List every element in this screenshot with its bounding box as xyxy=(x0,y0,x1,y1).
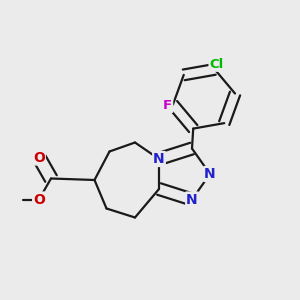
Text: N: N xyxy=(153,152,165,166)
Text: N: N xyxy=(204,167,216,181)
Text: O: O xyxy=(33,193,45,206)
Text: O: O xyxy=(33,151,45,164)
Text: N: N xyxy=(186,193,198,206)
Text: F: F xyxy=(163,99,172,112)
Text: Cl: Cl xyxy=(209,58,224,71)
